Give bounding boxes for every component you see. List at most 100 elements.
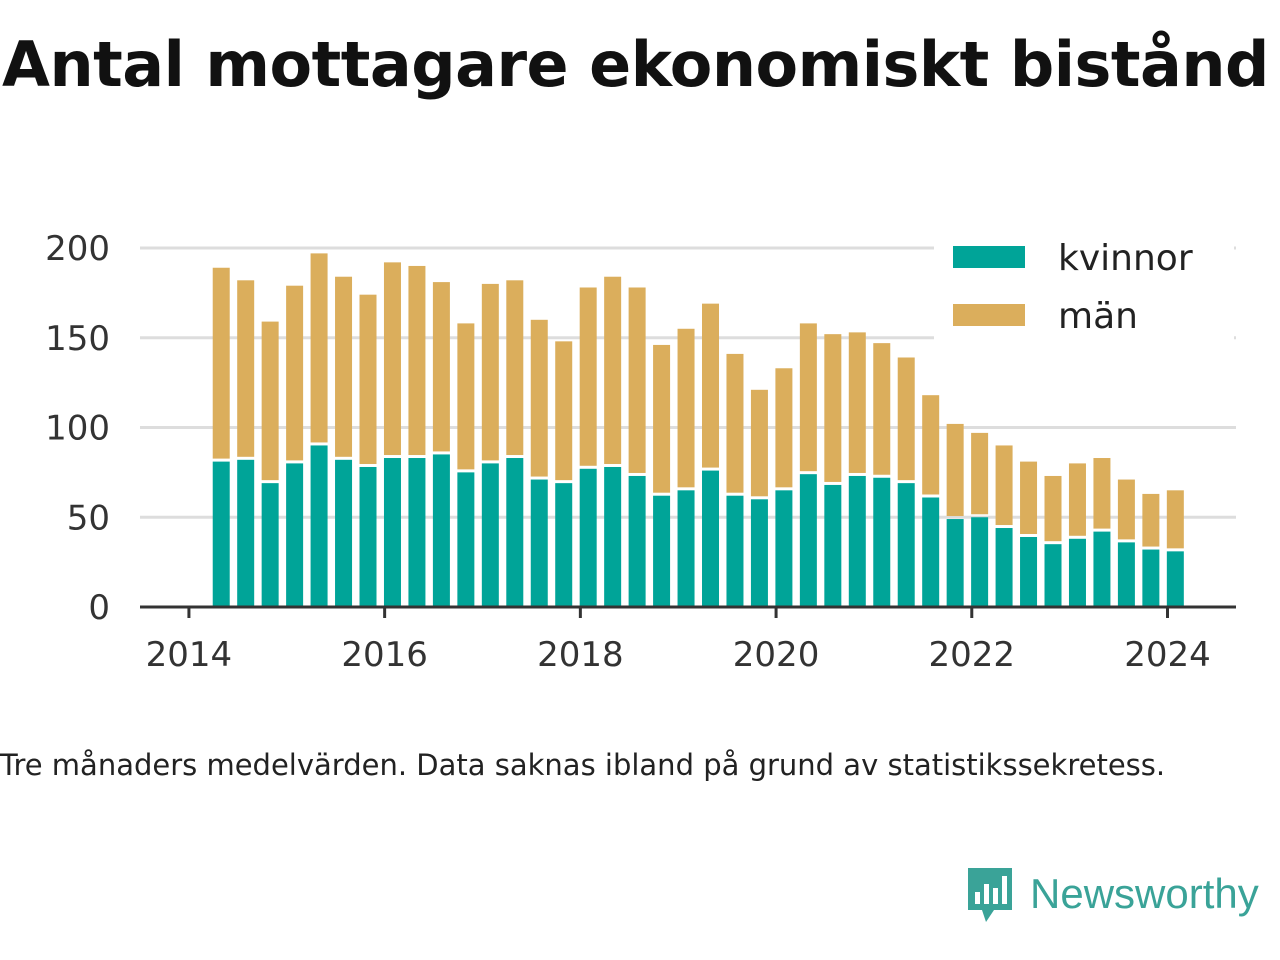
- bar-kvinnor: [1117, 542, 1135, 607]
- bar-kvinnor: [946, 519, 964, 607]
- bar-man: [775, 368, 793, 488]
- y-tick-label: 100: [45, 409, 110, 449]
- bar-kvinnor: [799, 474, 817, 607]
- bar-man: [261, 321, 279, 481]
- bar-man: [530, 319, 548, 477]
- bar-man: [897, 357, 915, 481]
- chart-caption: Tre månaders medelvärden. Data saknas ib…: [0, 748, 1166, 782]
- bar-kvinnor: [897, 483, 915, 607]
- legend-label: män: [1058, 296, 1138, 337]
- bar-man: [1068, 463, 1086, 536]
- bar-kvinnor: [653, 495, 671, 607]
- x-tick-label: 2020: [733, 635, 820, 675]
- bar-kvinnor: [555, 483, 573, 607]
- bar-kvinnor: [677, 490, 695, 607]
- x-tick-label: 2022: [929, 635, 1016, 675]
- brand-logo[interactable]: Newsworthy: [964, 862, 1259, 926]
- bar-kvinnor: [750, 499, 768, 607]
- bar-kvinnor: [432, 454, 450, 607]
- bar-kvinnor: [335, 459, 353, 607]
- bar-man: [1142, 493, 1160, 547]
- bar-man: [750, 389, 768, 497]
- y-tick-label: 150: [45, 319, 110, 359]
- bar-man: [1044, 475, 1062, 542]
- bar-kvinnor: [604, 466, 622, 607]
- y-tick-label: 50: [67, 498, 110, 538]
- bar-man: [848, 332, 866, 473]
- bar-kvinnor: [1093, 531, 1111, 607]
- bar-kvinnor: [481, 463, 499, 607]
- bar-man: [457, 323, 475, 470]
- bar-man: [604, 276, 622, 464]
- bar-man: [702, 303, 720, 468]
- bar-kvinnor: [971, 517, 989, 607]
- bar-kvinnor: [506, 458, 524, 607]
- bars: [212, 253, 1184, 607]
- bar-man: [726, 353, 744, 493]
- bar-kvinnor: [261, 483, 279, 607]
- bar-kvinnor: [628, 475, 646, 607]
- bar-man: [946, 423, 964, 517]
- bar-kvinnor: [995, 528, 1013, 607]
- bar-man: [237, 280, 255, 457]
- stacked-bar-chart: 0 50 100 150 200 2014 2016 2018 2020 2022 2024 kvi…: [45, 229, 1236, 675]
- bar-man: [1166, 490, 1184, 549]
- bar-kvinnor: [359, 466, 377, 607]
- y-tick-label: 0: [88, 588, 110, 628]
- bar-kvinnor: [383, 458, 401, 607]
- x-tick-label: 2018: [537, 635, 624, 675]
- bar-kvinnor: [310, 445, 328, 607]
- bar-man: [799, 323, 817, 472]
- bar-man: [653, 344, 671, 493]
- page-title: Antal mottagare ekonomiskt bistånd: [2, 28, 1269, 101]
- legend-label: kvinnor: [1058, 238, 1193, 279]
- bar-man: [824, 334, 842, 482]
- bar-man: [555, 341, 573, 481]
- bar-kvinnor: [775, 490, 793, 607]
- bar-man: [1093, 458, 1111, 529]
- bar-kvinnor: [457, 472, 475, 607]
- bar-man: [1117, 479, 1135, 540]
- brand-name: Newsworthy: [1030, 870, 1259, 917]
- newsworthy-logo-icon: [968, 868, 1012, 922]
- bar-man: [628, 287, 646, 473]
- bar-kvinnor: [922, 497, 940, 607]
- bar-kvinnor: [1068, 538, 1086, 607]
- bar-man: [579, 287, 597, 466]
- bar-man: [995, 445, 1013, 526]
- x-tick-label: 2016: [341, 635, 428, 675]
- bar-kvinnor: [848, 475, 866, 607]
- bar-kvinnor: [702, 470, 720, 607]
- y-tick-label: 200: [45, 229, 110, 269]
- bar-man: [971, 432, 989, 515]
- bar-man: [310, 253, 328, 443]
- bar-kvinnor: [237, 459, 255, 607]
- x-tick-label: 2014: [146, 635, 233, 675]
- bar-man: [335, 276, 353, 457]
- bar-man: [922, 395, 940, 495]
- bar-man: [1020, 461, 1038, 534]
- bar-kvinnor: [1166, 551, 1184, 607]
- bar-kvinnor: [530, 479, 548, 607]
- bar-kvinnor: [1020, 536, 1038, 607]
- legend: kvinnor män: [934, 236, 1234, 340]
- bar-man: [677, 328, 695, 488]
- bar-man: [359, 294, 377, 464]
- bar-man: [873, 343, 891, 475]
- legend-swatch: [953, 304, 1025, 326]
- bar-man: [481, 283, 499, 461]
- bar-kvinnor: [579, 468, 597, 607]
- legend-swatch: [953, 246, 1025, 268]
- bar-kvinnor: [286, 463, 304, 607]
- bar-man: [286, 285, 304, 461]
- bar-kvinnor: [408, 458, 426, 607]
- bar-kvinnor: [726, 495, 744, 607]
- x-tick-label: 2024: [1124, 635, 1211, 675]
- bar-kvinnor: [824, 484, 842, 607]
- bar-man: [408, 265, 426, 456]
- bar-man: [506, 280, 524, 456]
- bar-kvinnor: [1044, 544, 1062, 607]
- bar-kvinnor: [212, 461, 230, 607]
- axes: 0 50 100 150 200 2014 2016 2018 2020 2022 2024: [45, 229, 1236, 675]
- bar-kvinnor: [873, 477, 891, 607]
